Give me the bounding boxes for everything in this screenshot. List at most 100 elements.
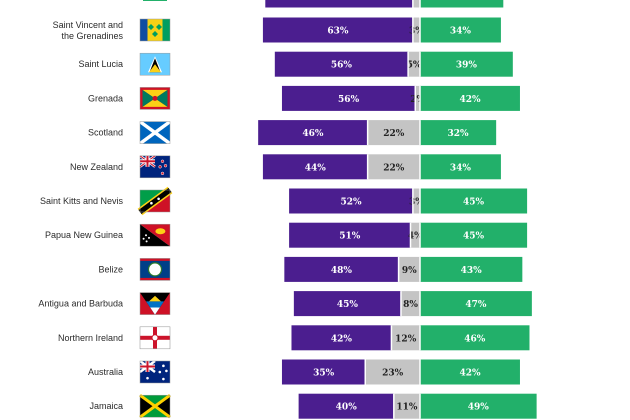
bar-value-label: 12%	[395, 334, 417, 344]
bar-segment-green-1	[420, 51, 513, 77]
bar-value-label: 23%	[382, 369, 404, 379]
bar-segment-grey-4	[367, 154, 420, 180]
country-label: Jamaica	[89, 401, 123, 411]
new-zealand-flag-icon	[139, 154, 171, 179]
country-label: New Zealand	[70, 162, 123, 172]
country-label: Papua New Guinea	[45, 230, 123, 240]
chart-row: Australia 35% 23% 42%	[88, 359, 520, 385]
country-label: Belize	[98, 264, 123, 274]
bar-value-label: 35%	[313, 369, 335, 379]
saint-kitts-and-nevis-flag-icon	[137, 186, 173, 216]
bar-segment-green-2	[420, 85, 520, 111]
australia-flag-icon	[139, 359, 171, 384]
bar-segment-grey-5	[412, 188, 420, 214]
bar-value-label: 34%	[450, 163, 472, 173]
bar-segment-purple-5	[289, 188, 413, 214]
bar-segment-green-7	[420, 256, 523, 282]
country-label: Scotland	[88, 128, 123, 138]
bar-value-label: 46%	[464, 334, 486, 344]
bar-segment-purple-partial	[265, 0, 413, 8]
bar-value-label: 56%	[338, 95, 360, 105]
jamaica-flag-icon	[139, 393, 171, 419]
chart-row: Antigua and Barbuda 45% 8% 47%	[38, 291, 532, 317]
country-label: Antigua and Barbuda	[38, 299, 123, 309]
bar-segment-grey-2	[415, 85, 420, 111]
bar-segment-purple-2	[281, 85, 416, 111]
bar-value-label: 22%	[383, 163, 405, 173]
bar-segment-green-11	[420, 393, 537, 419]
bar-segment-green-0	[420, 17, 501, 43]
bar-value-label: 47%	[465, 300, 487, 310]
chart-row: New Zealand 44% 22% 34%	[70, 154, 501, 180]
country-label: Saint Lucia	[78, 59, 123, 69]
country-label: Saint Kitts and Nevis	[40, 196, 124, 206]
bar-value-label: 46%	[302, 129, 324, 139]
bar-segment-purple-1	[274, 51, 409, 77]
bar-segment-grey-3	[367, 120, 420, 146]
bar-segment-purple-7	[284, 256, 399, 282]
bar-segment-purple-10	[281, 359, 366, 385]
bar-value-label: 48%	[331, 266, 353, 276]
bar-value-label: 63%	[327, 27, 349, 37]
bar-value-label: 39%	[456, 61, 478, 71]
bar-segment-green-10	[420, 359, 520, 385]
chart-row: Saint Lucia 56% 5% 39%	[78, 51, 513, 77]
bar-segment-green-partial	[420, 0, 504, 8]
papua-new-guinea-flag-icon	[139, 223, 171, 247]
bar-segment-grey-7	[398, 256, 420, 282]
bar-value-label: 42%	[459, 369, 481, 379]
bar-segment-grey-10	[365, 359, 420, 385]
bar-value-label: 2%	[410, 95, 425, 105]
bar-segment-grey-9	[391, 325, 420, 351]
bar-segment-purple-3	[258, 120, 368, 146]
bar-segment-grey-8	[400, 291, 420, 317]
chart-row: Saint Vincent and the Grenadines 63% 3% 34%	[53, 17, 501, 43]
bar-segment-green-6	[420, 222, 528, 248]
bar-segment-purple-6	[289, 222, 411, 248]
bar-segment-purple-0	[262, 17, 413, 43]
chart-row: Belize 48% 9% 43%	[98, 256, 523, 282]
saint-vincent-and-the-grenadines-flag-icon	[139, 18, 171, 42]
partial-flag	[143, 0, 167, 1]
bar-value-label: 45%	[337, 300, 359, 310]
bar-value-label: 45%	[463, 198, 485, 208]
bar-value-label: 44%	[305, 163, 327, 173]
bar-value-label: 42%	[459, 95, 481, 105]
bar-segment-grey-11	[393, 393, 420, 419]
bar-segment-purple-4	[262, 154, 368, 180]
bar-segment-grey-partial	[412, 0, 420, 8]
bar-value-label: 22%	[383, 129, 405, 139]
grenada-flag-icon	[139, 87, 171, 110]
partial-top-row	[143, 0, 504, 8]
chart-row: Scotland 46% 22% 32%	[88, 120, 497, 146]
chart-row: Northern Ireland 42% 12% 46%	[58, 325, 530, 351]
bar-value-label: 34%	[450, 27, 472, 37]
bar-value-label: 49%	[468, 403, 490, 413]
bar-segment-grey-0	[412, 17, 420, 43]
bar-segment-green-4	[420, 154, 501, 180]
chart-row: Saint Kitts and Nevis 52% 3% 45%	[40, 186, 528, 216]
bar-segment-grey-1	[408, 51, 420, 77]
bar-value-label: 11%	[396, 403, 418, 413]
bar-segment-green-5	[420, 188, 528, 214]
bar-value-label: 32%	[448, 129, 470, 139]
chart-row: Jamaica 40% 11% 49%	[89, 393, 537, 419]
bar-value-label: 45%	[463, 232, 485, 242]
bar-value-label: 9%	[402, 266, 417, 276]
scotland-flag-icon	[138, 120, 172, 146]
bar-segment-purple-11	[298, 393, 394, 419]
bar-value-label: 4%	[408, 232, 423, 242]
bar-value-label: 42%	[331, 334, 353, 344]
saint-lucia-flag-icon	[139, 52, 171, 76]
chart-row: Grenada 56% 2% 42%	[88, 85, 520, 111]
bar-value-label: 3%	[409, 198, 424, 208]
country-label: Saint Vincent and the Grenadines	[53, 20, 124, 41]
bar-segment-purple-8	[293, 291, 401, 317]
bar-segment-green-3	[420, 120, 497, 146]
bar-segment-grey-6	[410, 222, 420, 248]
bar-value-label: 56%	[331, 61, 353, 71]
bar-segment-green-8	[420, 291, 532, 317]
bar-value-label: 5%	[407, 61, 422, 71]
country-label: Grenada	[88, 93, 123, 103]
